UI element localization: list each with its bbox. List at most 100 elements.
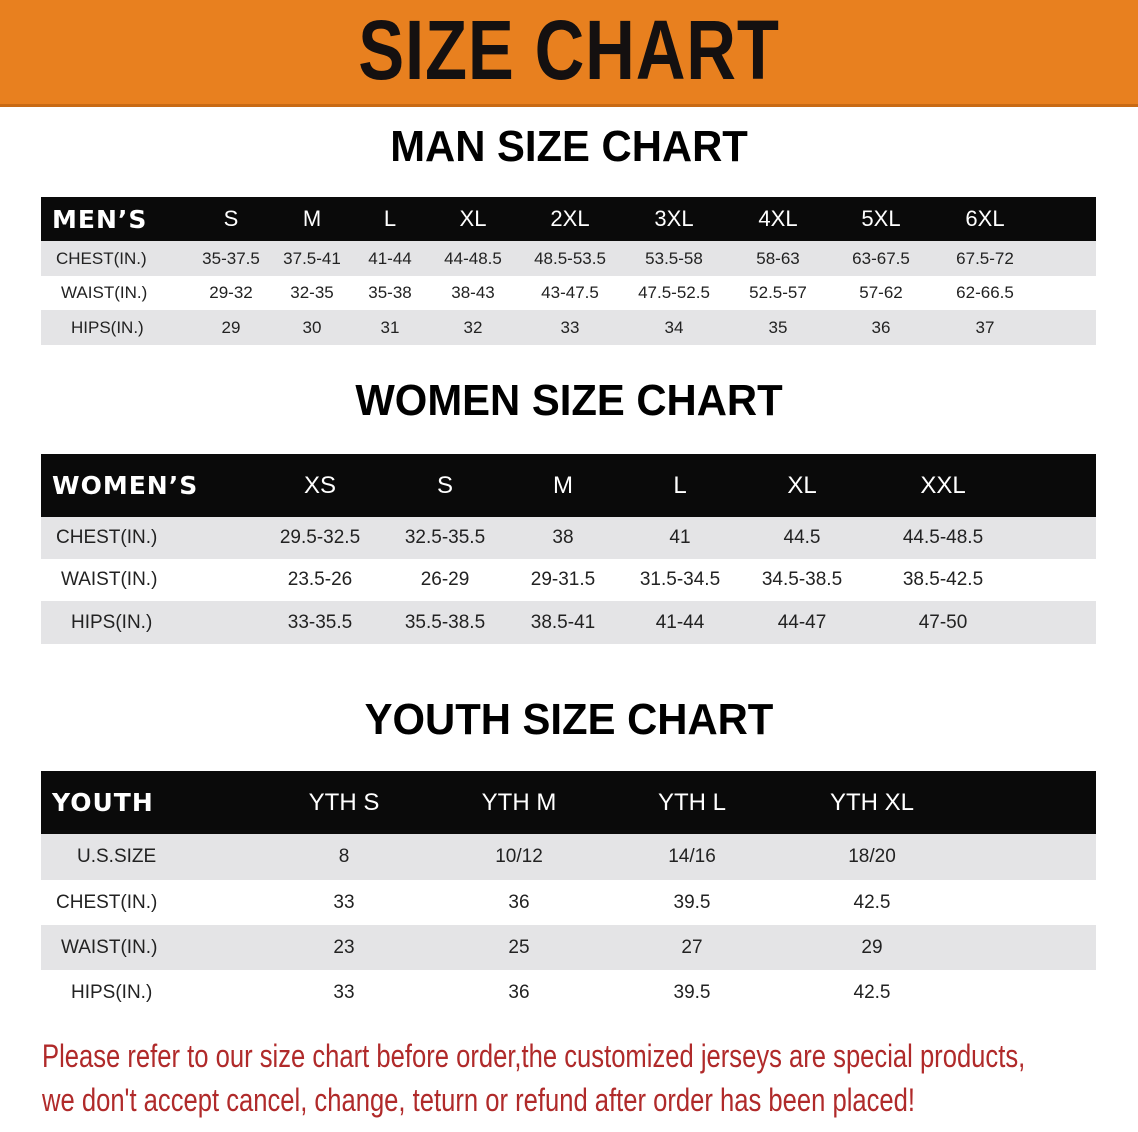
women-size-table: WOMEN’S XS S M L XL XXL CHEST(IN.) 29.5-32.5 32.5…	[41, 454, 1096, 644]
table-cell: 33	[333, 982, 355, 1003]
size-header: L	[383, 206, 397, 231]
size-header: 4XL	[758, 206, 798, 231]
size-header: YTH S	[308, 788, 380, 816]
size-header: 2XL	[550, 206, 590, 231]
men-size-table: MEN’S S M L XL 2XL 3XL 4XL 5XL 6XL CHEST(IN.) 35-37…	[41, 197, 1096, 345]
table-cell: 58-63	[756, 248, 800, 268]
table-cell: 34	[664, 317, 684, 337]
table-cell: 53.5-58	[645, 248, 703, 268]
table-cell: 33-35.5	[287, 611, 353, 633]
table-cell: 29-32	[209, 283, 253, 302]
size-header: L	[673, 471, 687, 499]
table-cell: 31	[380, 317, 400, 337]
table-row: CHEST(IN.) 35-37.5 37.5-41 41-44 44-48.5 48.5…	[41, 241, 1096, 276]
table-cell: 37.5-41	[283, 248, 341, 268]
table-cell: 38.5-42.5	[902, 569, 984, 590]
row-label: CHEST(IN.)	[56, 891, 158, 913]
header-label: YOUTH	[52, 788, 154, 817]
header-label: WOMEN’S	[52, 471, 199, 500]
table-cell: 30	[302, 317, 322, 337]
table-cell: 27	[681, 936, 703, 958]
size-header: XS	[303, 471, 337, 499]
size-header: S	[436, 471, 454, 499]
table-cell: 32	[463, 317, 483, 337]
table-cell: 23.5-26	[287, 569, 353, 590]
table-cell: 23	[333, 936, 355, 958]
row-label: CHEST(IN.)	[56, 527, 158, 548]
table-cell: 57-62	[859, 283, 903, 302]
table-row: CHEST(IN.) 33 36 39.5 42.5	[41, 880, 1096, 925]
table-cell: 39.5	[673, 982, 711, 1003]
notice-line-1: Please refer to our size chart before or…	[42, 1038, 1026, 1074]
table-cell: 8	[338, 846, 350, 867]
row-label: CHEST(IN.)	[56, 248, 147, 268]
notice-line-2: we don't accept cancel, change, teturn o…	[42, 1082, 915, 1118]
table-cell: 32.5-35.5	[404, 527, 486, 548]
header-label: MEN’S	[52, 204, 148, 234]
size-header: XL	[459, 206, 487, 231]
row-label: WAIST(IN.)	[61, 936, 158, 958]
youth-section-title: YOUTH SIZE CHART	[364, 695, 774, 744]
table-cell: 52.5-57	[749, 283, 807, 302]
size-header: M	[302, 206, 322, 231]
table-row: CHEST(IN.) 29.5-32.5 32.5-35.5 38 41 44.5 44.5…	[41, 517, 1096, 559]
table-cell: 44-48.5	[444, 248, 502, 268]
row-label: HIPS(IN.)	[71, 317, 144, 337]
table-cell: 18/20	[848, 846, 896, 867]
table-cell: 41-44	[368, 248, 412, 268]
table-cell: 37	[975, 317, 995, 337]
table-cell: 43-47.5	[541, 283, 599, 302]
table-cell: 36	[871, 317, 891, 337]
table-cell: 38-43	[451, 283, 495, 302]
table-header: MEN’S S M L XL 2XL 3XL 4XL 5XL 6XL	[41, 197, 1096, 241]
table-cell: 67.5-72	[956, 248, 1014, 268]
table-cell: 38.5-41	[530, 611, 596, 633]
size-header: XL	[787, 471, 817, 499]
row-label: HIPS(IN.)	[71, 982, 153, 1003]
table-cell: 33	[560, 317, 580, 337]
table-cell: 41-44	[655, 611, 705, 633]
table-header: WOMEN’S XS S M L XL XXL	[41, 454, 1096, 517]
table-cell: 36	[508, 982, 530, 1003]
banner-title: SIZE CHART	[358, 3, 780, 97]
table-cell: 48.5-53.5	[534, 248, 606, 268]
table-cell: 25	[508, 936, 530, 958]
table-cell: 32-35	[290, 283, 334, 302]
table-cell: 47-50	[918, 611, 968, 633]
table-row: U.S.SIZE 8 10/12 14/16 18/20	[41, 834, 1096, 880]
size-header: 5XL	[861, 206, 901, 231]
table-row: WAIST(IN.) 23 25 27 29	[41, 925, 1096, 970]
size-header: 6XL	[965, 206, 1005, 231]
table-cell: 35-37.5	[202, 248, 260, 268]
row-label: WAIST(IN.)	[61, 283, 148, 302]
table-cell: 42.5	[853, 891, 891, 913]
table-cell: 10/12	[495, 846, 543, 867]
table-row: WAIST(IN.) 23.5-26 26-29 29-31.5 31.5-34.5 34…	[41, 559, 1096, 601]
size-header: XXL	[920, 471, 966, 499]
table-cell: 44.5	[783, 527, 821, 548]
table-cell: 34.5-38.5	[761, 569, 843, 590]
youth-size-table: YOUTH YTH S YTH M YTH L YTH XL U.S.SIZE 8 10/12…	[41, 771, 1096, 1016]
table-cell: 39.5	[673, 891, 711, 913]
women-section-title: WOMEN SIZE CHART	[355, 376, 783, 425]
table-row: HIPS(IN.) 29 30 31 32 33 34 35 36 37	[41, 310, 1096, 345]
table-cell: 36	[508, 891, 530, 913]
size-header: 3XL	[654, 206, 694, 231]
table-cell: 44-47	[777, 611, 827, 633]
table-cell: 26-29	[420, 569, 470, 590]
table-cell: 41	[669, 527, 691, 548]
table-header: YOUTH YTH S YTH M YTH L YTH XL	[41, 771, 1096, 834]
men-section-title: MAN SIZE CHART	[390, 122, 748, 171]
size-header: YTH XL	[829, 788, 915, 816]
row-label: U.S.SIZE	[77, 846, 157, 867]
size-header: YTH M	[481, 788, 557, 816]
table-cell: 42.5	[853, 982, 891, 1003]
size-header: YTH L	[657, 788, 727, 816]
table-cell: 33	[333, 891, 355, 913]
table-cell: 29	[221, 317, 241, 337]
table-cell: 35	[768, 317, 788, 337]
row-label: HIPS(IN.)	[71, 611, 153, 633]
table-cell: 14/16	[668, 846, 716, 867]
table-cell: 38	[552, 527, 574, 548]
table-cell: 47.5-52.5	[638, 283, 710, 302]
